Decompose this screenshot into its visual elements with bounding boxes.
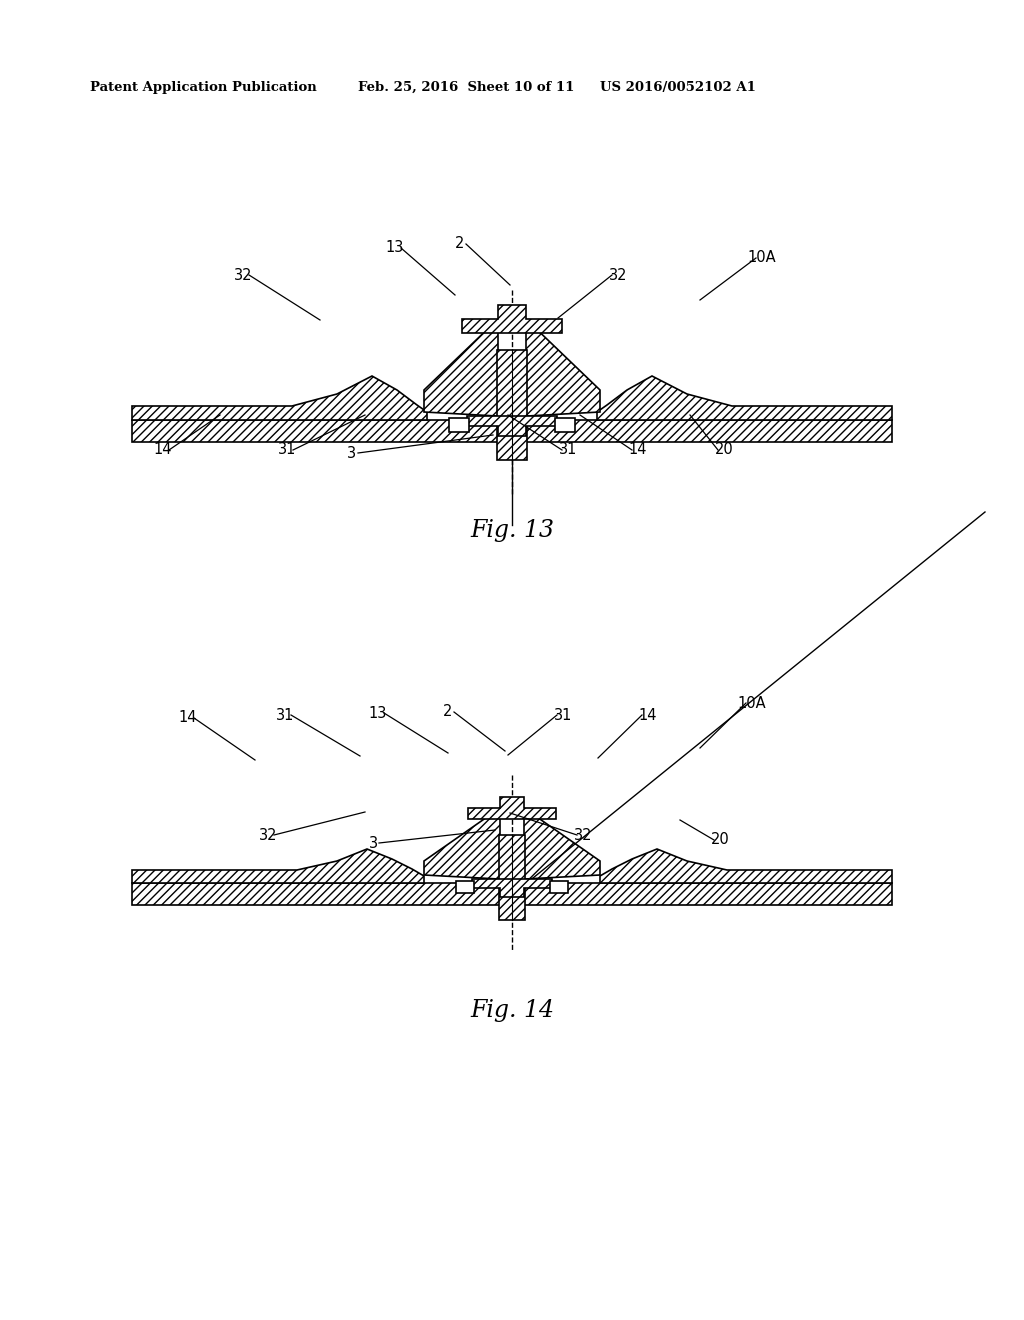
Text: Fig. 13: Fig. 13 xyxy=(470,519,554,541)
Text: 2: 2 xyxy=(456,236,465,252)
Polygon shape xyxy=(550,880,568,894)
Polygon shape xyxy=(132,420,892,442)
Polygon shape xyxy=(132,883,892,906)
Polygon shape xyxy=(526,319,600,416)
Text: 20: 20 xyxy=(711,833,729,847)
Text: Fig. 14: Fig. 14 xyxy=(470,998,554,1022)
Polygon shape xyxy=(424,319,498,416)
Text: 3: 3 xyxy=(369,836,378,850)
Text: 14: 14 xyxy=(154,442,172,458)
Polygon shape xyxy=(499,836,525,920)
Text: 31: 31 xyxy=(275,708,294,722)
Polygon shape xyxy=(600,849,892,883)
Polygon shape xyxy=(462,305,562,333)
Text: 3: 3 xyxy=(347,446,356,461)
Polygon shape xyxy=(468,797,556,818)
Text: 13: 13 xyxy=(369,705,387,721)
Polygon shape xyxy=(524,808,600,879)
Text: 14: 14 xyxy=(639,708,657,722)
Text: 10A: 10A xyxy=(737,696,766,710)
Polygon shape xyxy=(467,416,557,436)
Polygon shape xyxy=(555,418,575,432)
Text: Patent Application Publication: Patent Application Publication xyxy=(90,81,316,94)
Text: 31: 31 xyxy=(554,708,572,722)
Text: 13: 13 xyxy=(386,240,404,256)
Text: 31: 31 xyxy=(559,442,578,458)
Text: US 2016/0052102 A1: US 2016/0052102 A1 xyxy=(600,81,756,94)
Polygon shape xyxy=(132,849,424,883)
Text: 31: 31 xyxy=(278,442,296,458)
Text: 32: 32 xyxy=(259,828,278,842)
Text: 32: 32 xyxy=(608,268,628,282)
Polygon shape xyxy=(132,376,427,420)
Text: 32: 32 xyxy=(233,268,252,282)
Polygon shape xyxy=(424,808,500,879)
Polygon shape xyxy=(472,879,552,898)
Text: Feb. 25, 2016  Sheet 10 of 11: Feb. 25, 2016 Sheet 10 of 11 xyxy=(358,81,574,94)
Polygon shape xyxy=(597,376,892,420)
Text: 20: 20 xyxy=(715,442,733,458)
Text: 2: 2 xyxy=(443,705,453,719)
Text: 14: 14 xyxy=(179,710,198,726)
Text: 10A: 10A xyxy=(748,251,776,265)
Polygon shape xyxy=(456,880,474,894)
Polygon shape xyxy=(497,350,527,459)
Text: 14: 14 xyxy=(629,442,647,458)
Text: 32: 32 xyxy=(573,828,592,842)
Polygon shape xyxy=(449,418,469,432)
